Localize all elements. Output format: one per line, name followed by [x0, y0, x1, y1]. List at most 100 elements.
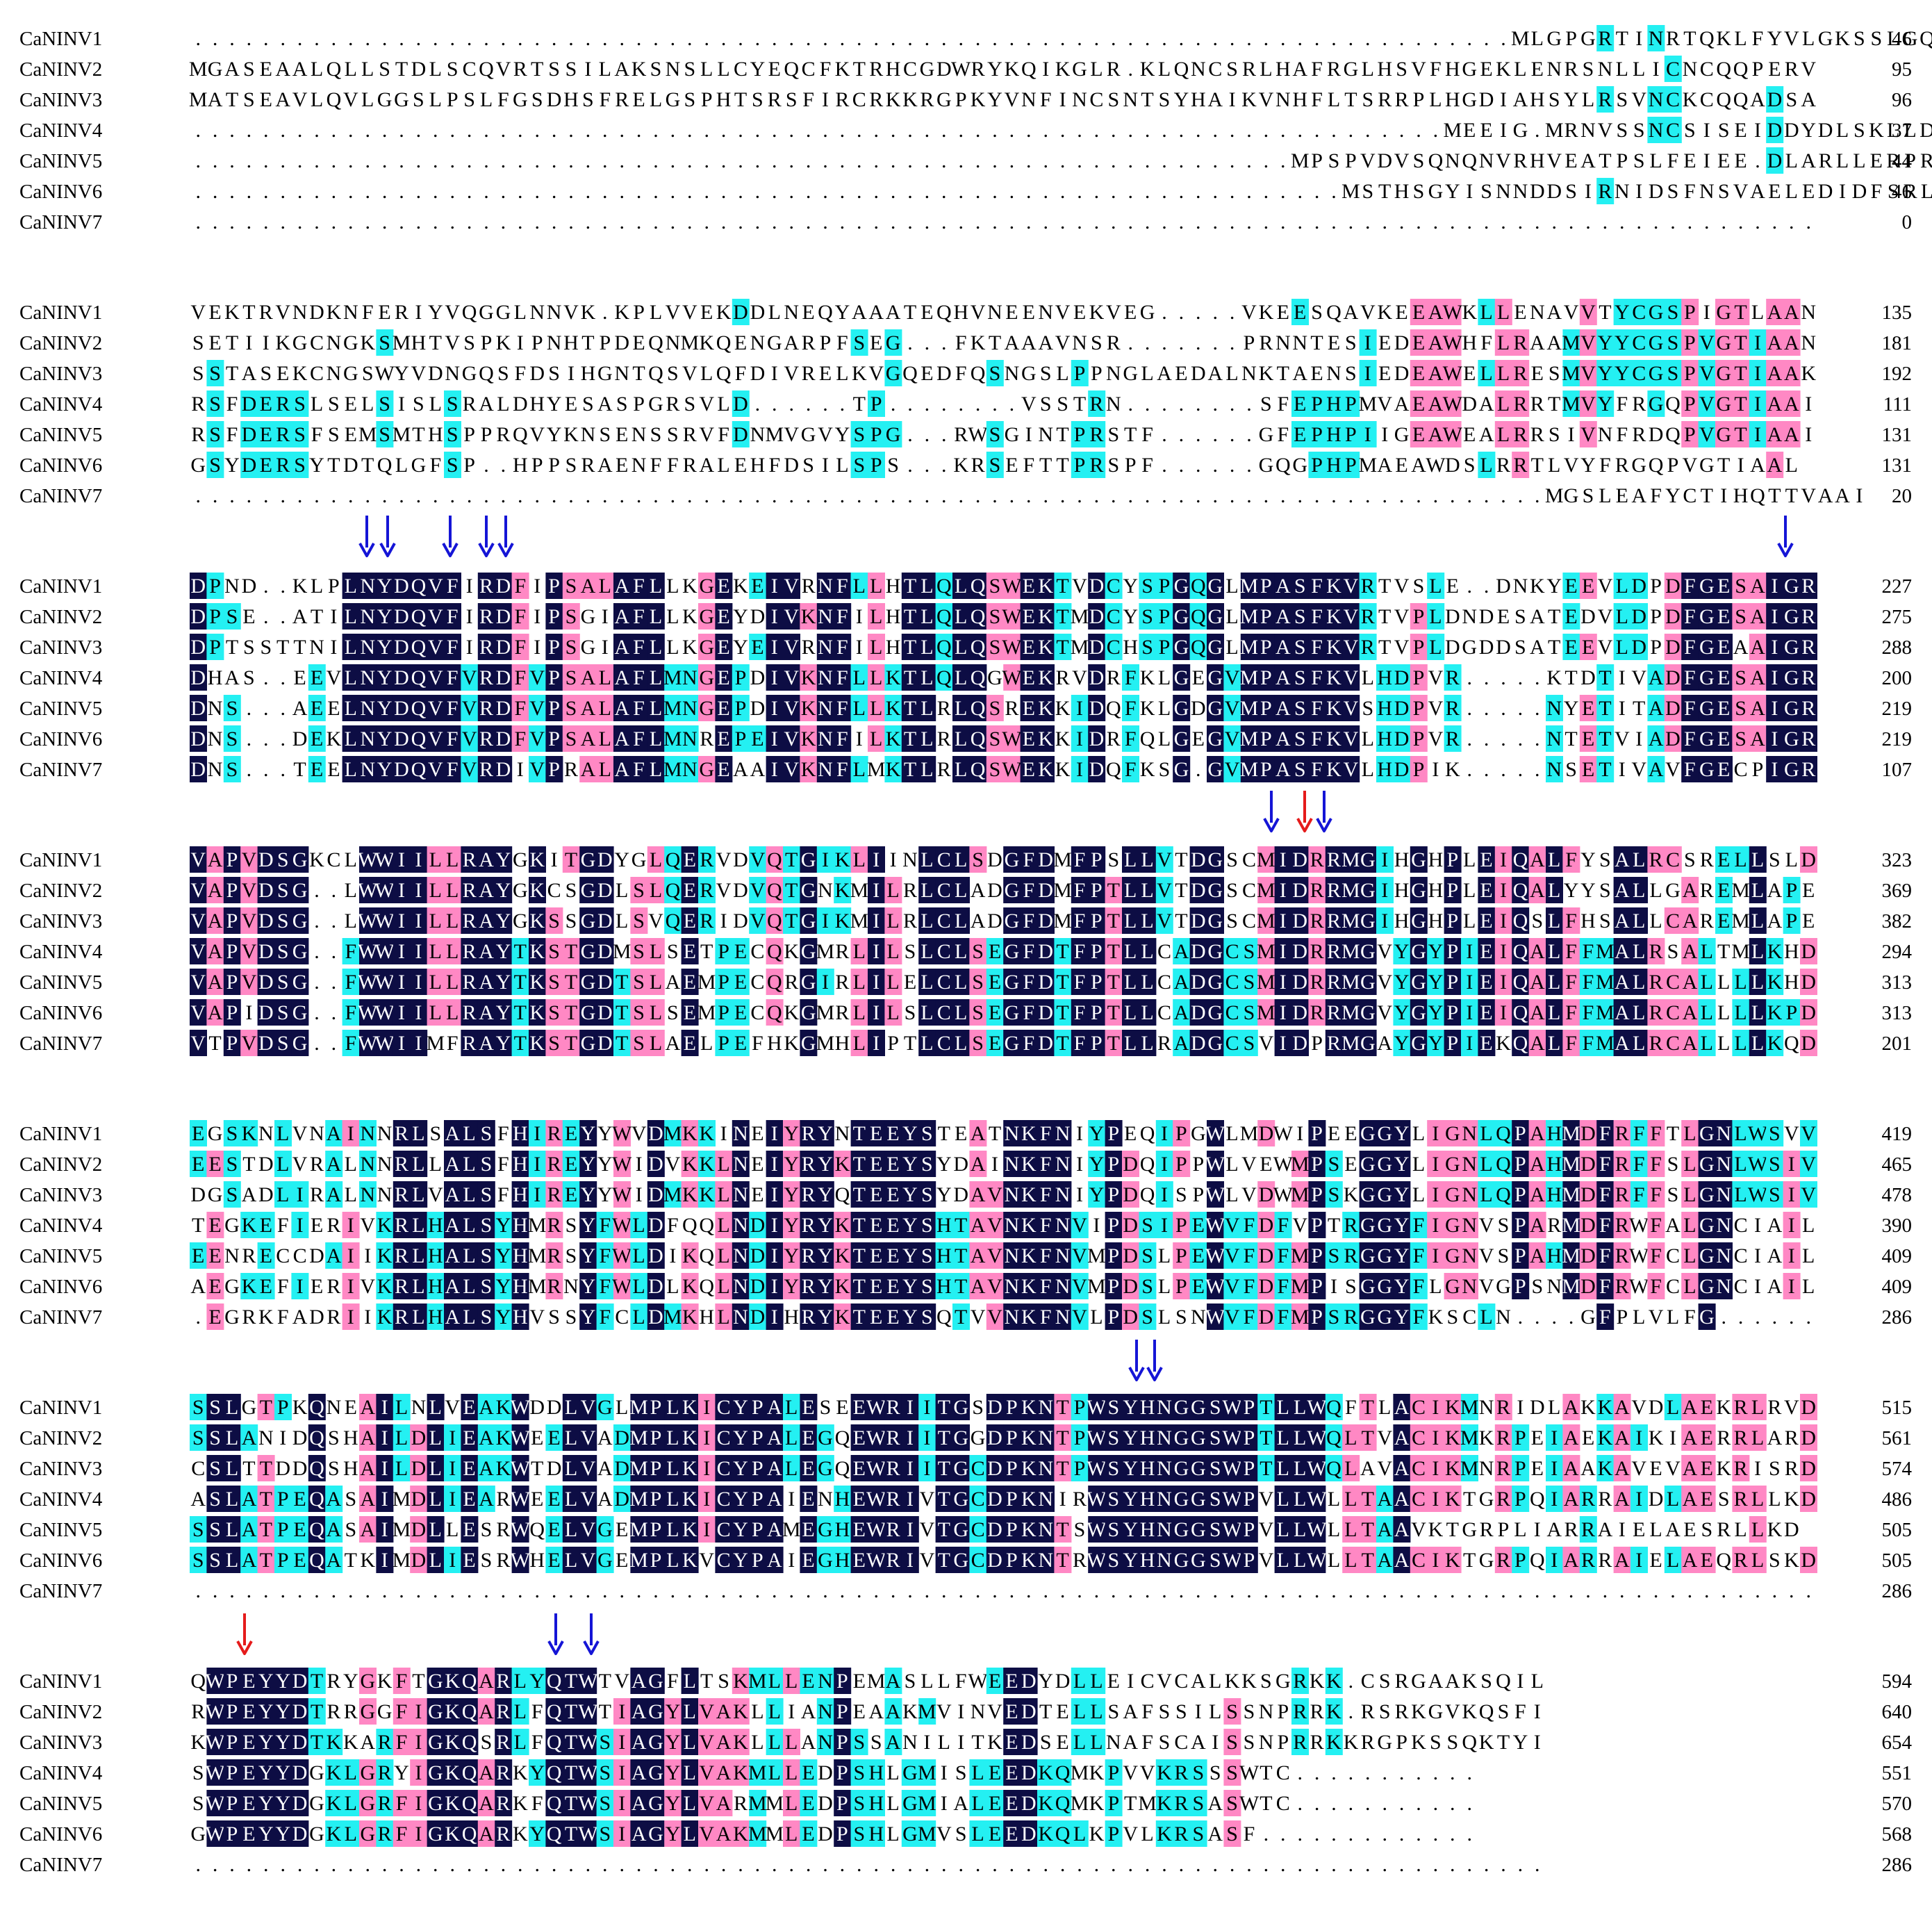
residue: L	[920, 666, 933, 689]
residue: L	[717, 393, 729, 416]
residue: E	[1480, 879, 1492, 902]
residue: G	[1445, 1214, 1460, 1237]
residue: .	[433, 484, 438, 507]
residue: Y	[377, 727, 393, 750]
residue: S	[565, 58, 577, 81]
residue: R	[835, 1001, 849, 1024]
residue: I	[330, 605, 337, 628]
residue: K	[886, 758, 901, 781]
residue: T	[1734, 393, 1747, 416]
residue: R	[1886, 149, 1900, 172]
residue: R	[1310, 879, 1324, 902]
residue: G	[1360, 1244, 1376, 1267]
residue: E	[734, 1032, 747, 1055]
residue: A	[614, 575, 629, 598]
residue: S	[1667, 1153, 1679, 1176]
residue: .	[1128, 119, 1133, 142]
residue: A	[1767, 362, 1783, 385]
residue: L	[955, 727, 967, 750]
residue-shade	[1783, 360, 1801, 386]
residue: N	[818, 636, 833, 659]
residue: S	[989, 423, 1001, 446]
residue: S	[1413, 180, 1425, 203]
residue: .	[534, 180, 540, 203]
residue: F	[1565, 940, 1577, 963]
residue: S	[565, 697, 577, 720]
residue: N	[1191, 58, 1206, 81]
residue: .	[484, 119, 489, 142]
residue-shade	[1681, 299, 1699, 325]
residue: E	[684, 879, 696, 902]
residue: V	[1225, 697, 1240, 720]
residue: E	[1768, 58, 1781, 81]
residue: .	[687, 484, 693, 507]
residue: R	[463, 1032, 477, 1055]
residue: .	[586, 27, 591, 50]
residue: A	[1683, 971, 1698, 994]
residue: .	[1111, 484, 1116, 507]
residue: A	[1174, 1001, 1189, 1024]
residue: Q	[513, 423, 528, 446]
residue: F	[1040, 1122, 1052, 1145]
residue: G	[1716, 331, 1731, 354]
residue: H	[1326, 393, 1341, 416]
residue: E	[751, 575, 763, 598]
residue: V	[699, 393, 714, 416]
residue: F	[633, 605, 645, 628]
residue: R	[869, 58, 883, 81]
residue: L	[1141, 879, 1153, 902]
residue: T	[955, 1275, 967, 1298]
residue: .	[1280, 180, 1286, 203]
residue: R	[1496, 454, 1510, 477]
residue: .	[552, 484, 557, 507]
residue: .	[653, 119, 659, 142]
residue-shade	[1613, 360, 1631, 386]
residue: H	[1292, 88, 1307, 111]
residue: L	[1429, 605, 1442, 628]
residue: A	[479, 879, 494, 902]
residue: D	[648, 1122, 663, 1145]
residue: M	[1341, 940, 1360, 963]
residue: S	[1684, 119, 1696, 142]
residue-shade	[1766, 329, 1784, 356]
residue: .	[433, 27, 438, 50]
residue: I	[466, 575, 473, 598]
residue: E	[1395, 454, 1407, 477]
residue: E	[1564, 636, 1577, 659]
residue: Q	[971, 666, 986, 689]
residue: T	[1073, 393, 1086, 416]
residue: .	[1484, 484, 1489, 507]
residue: V	[1241, 1183, 1257, 1206]
alignment-block: CaNINV1.................................…	[19, 25, 1932, 233]
residue: D	[1767, 149, 1783, 172]
residue-shade	[1647, 86, 1665, 113]
residue: P	[209, 575, 221, 598]
residue: S	[1599, 879, 1611, 902]
residue: A	[1530, 1001, 1545, 1024]
residue: .	[229, 180, 235, 203]
residue: I	[466, 636, 473, 659]
residue: G	[1207, 879, 1223, 902]
residue: .	[365, 119, 370, 142]
residue: F	[277, 1214, 289, 1237]
residue: S	[1345, 362, 1357, 385]
residue: .	[670, 180, 676, 203]
residue: .	[721, 149, 727, 172]
residue: N	[1021, 88, 1037, 111]
residue: Q	[1513, 971, 1528, 994]
residue: A	[614, 758, 629, 781]
residue: S	[1514, 605, 1526, 628]
residue: .	[806, 149, 811, 172]
residue: P	[718, 940, 729, 963]
residue: F	[633, 666, 645, 689]
residue: Q	[1496, 1153, 1511, 1176]
residue: A	[1615, 971, 1630, 994]
residue: N	[1106, 393, 1121, 416]
residue: N	[733, 1153, 748, 1176]
residue: .	[1196, 484, 1201, 507]
residue: E	[1480, 910, 1492, 932]
residue: H	[1428, 910, 1444, 932]
residue: W	[374, 910, 395, 932]
residue: .	[1382, 211, 1387, 233]
residue: P	[1159, 575, 1171, 598]
